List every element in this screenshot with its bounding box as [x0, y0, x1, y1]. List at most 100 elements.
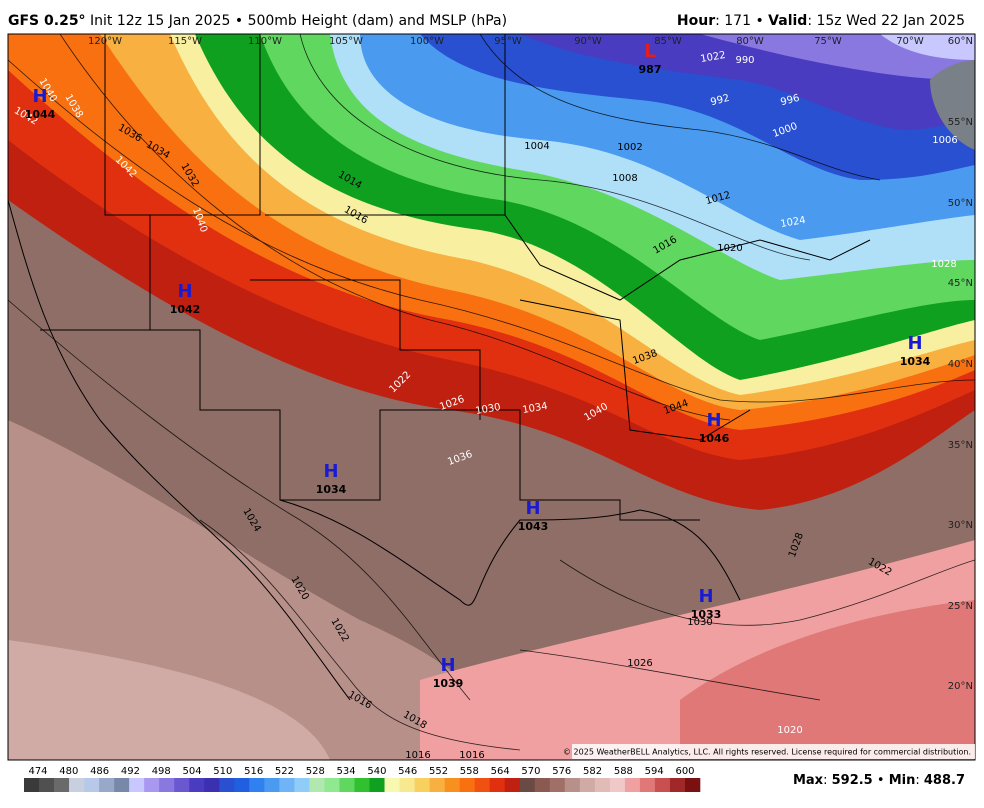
longitude-label: 90°W — [574, 36, 602, 47]
colorbar-swatch — [429, 778, 445, 792]
isobar-label: 1030 — [687, 617, 712, 628]
colon: : — [823, 773, 827, 788]
map-frame — [7, 33, 976, 761]
pressure-symbol: H — [323, 461, 338, 482]
borders — [8, 34, 871, 701]
colorbar-label: 540 — [367, 766, 386, 777]
max: 592.5 — [832, 773, 873, 788]
isobar-label: 1022 — [700, 50, 727, 65]
isobar-label: 1020 — [777, 725, 802, 736]
colorbar-swatch — [69, 778, 85, 792]
colorbar-swatch — [189, 778, 205, 792]
fill-zone — [880, 34, 975, 60]
hour: : 171 — [715, 13, 751, 29]
isobars — [8, 34, 975, 751]
isobar-label: 1004 — [524, 141, 549, 152]
min-label: Min — [889, 773, 916, 788]
longitude-label: 115°W — [168, 36, 202, 47]
colorbar-swatch — [129, 778, 145, 792]
isobar-label: 1034 — [522, 401, 549, 416]
valid-label: Valid — [768, 13, 807, 29]
pressure-symbol: H — [706, 410, 721, 431]
longitude-label: 95°W — [494, 36, 522, 47]
colorbar-swatch — [159, 778, 175, 792]
colorbar-swatch — [369, 778, 385, 792]
latitude-label: 25°N — [948, 601, 973, 612]
colorbar-swatch — [399, 778, 415, 792]
fill-zone — [8, 640, 330, 760]
colorbar-swatch — [609, 778, 626, 792]
latitude-label: 60°N — [948, 36, 973, 47]
pressure-value: 1046 — [699, 432, 730, 445]
latitude-label: 45°N — [948, 278, 973, 289]
pressure-symbol: L — [644, 41, 655, 62]
isobar-label: 1020 — [717, 243, 742, 254]
copyright: © 2025 WeatherBELL Analytics, LLC. All r… — [563, 748, 971, 757]
colorbar-label: 552 — [429, 766, 448, 777]
isobar-label: 1008 — [612, 173, 637, 184]
colorbar-label: 522 — [275, 766, 294, 777]
isobar-label: 992 — [709, 93, 730, 109]
longitude-label: 75°W — [814, 36, 842, 47]
colorbar-swatch — [549, 778, 566, 792]
colorbar-swatch — [654, 778, 671, 792]
model: GFS 0.25° — [8, 13, 86, 29]
stats: Max: 592.5 • Min: 488.7 — [793, 773, 965, 788]
colon: : — [915, 773, 919, 788]
map — [8, 34, 975, 760]
isobar-label: 1016 — [459, 750, 484, 761]
longitude-label: 105°W — [329, 36, 363, 47]
colorbar-swatch — [39, 778, 55, 792]
pressure-value: 1034 — [316, 483, 347, 496]
copyright-box — [572, 744, 975, 759]
colorbar-swatch — [459, 778, 475, 792]
colorbar-label: 558 — [460, 766, 479, 777]
isobar-label: 996 — [779, 93, 800, 109]
colorbar-swatch — [414, 778, 430, 792]
colorbar-swatch — [444, 778, 460, 792]
colorbar-swatch — [504, 778, 521, 792]
colorbar-label: 576 — [552, 766, 571, 777]
pressure-value: 1039 — [433, 677, 464, 690]
colorbar-swatch — [579, 778, 596, 792]
colorbar-label: 582 — [583, 766, 602, 777]
colorbar-label: 486 — [90, 766, 109, 777]
colorbar-swatch — [624, 778, 641, 792]
pressure-symbol: H — [698, 586, 713, 607]
latitude-label: 35°N — [948, 440, 973, 451]
pressure-symbol: H — [177, 281, 192, 302]
longitude-label: 100°W — [410, 36, 444, 47]
colorbar-label: 594 — [645, 766, 664, 777]
product: 500mb Height (dam) and MSLP (hPa) — [248, 13, 508, 29]
colorbar-swatch — [174, 778, 190, 792]
hour-label: Hour — [677, 13, 715, 29]
pressure-symbol: H — [32, 86, 47, 107]
colorbar-swatch — [534, 778, 551, 792]
isobar-label: 1002 — [617, 142, 642, 153]
longitude-label: 85°W — [654, 36, 682, 47]
colorbar-swatch — [354, 778, 370, 792]
colorbar-label: 474 — [28, 766, 47, 777]
pressure-value: 1043 — [518, 520, 549, 533]
pressure-value: 1042 — [170, 303, 201, 316]
isobar-label: 1028 — [931, 259, 956, 270]
pressure-value: 1033 — [691, 608, 722, 621]
latitude-label: 40°N — [948, 359, 973, 370]
colorbar-swatch — [669, 778, 686, 792]
colorbar-swatch — [144, 778, 160, 792]
longitude-label: 80°W — [736, 36, 764, 47]
colorbar-swatch — [324, 778, 340, 792]
pressure-value: 987 — [639, 63, 662, 76]
latitude-label: 30°N — [948, 520, 973, 531]
min: 488.7 — [924, 773, 965, 788]
colorbar-label: 534 — [337, 766, 356, 777]
colorbar-swatch — [564, 778, 581, 792]
isobar-label: 1006 — [932, 135, 957, 146]
isobar-label: 1016 — [405, 750, 430, 761]
colorbar-label: 492 — [121, 766, 140, 777]
colorbar-swatch — [279, 778, 295, 792]
colorbar: 474 480 486 492 498 504 510 516 522 528 534 540 546 5… — [24, 766, 701, 792]
colorbar-swatch — [294, 778, 310, 792]
colorbar-label: 516 — [244, 766, 263, 777]
